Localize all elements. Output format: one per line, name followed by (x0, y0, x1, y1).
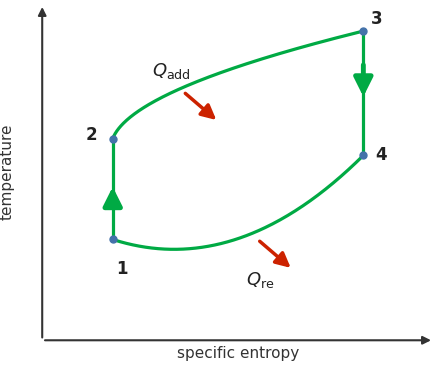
X-axis label: specific entropy: specific entropy (177, 346, 299, 361)
Text: temperature: temperature (0, 124, 14, 220)
Text: 4: 4 (375, 146, 387, 164)
Text: 1: 1 (117, 260, 128, 278)
Text: $Q_{\mathrm{re}}$: $Q_{\mathrm{re}}$ (246, 270, 275, 290)
Text: $Q_{\mathrm{add}}$: $Q_{\mathrm{add}}$ (152, 61, 191, 81)
Text: 2: 2 (85, 126, 97, 144)
Text: 3: 3 (371, 10, 383, 28)
